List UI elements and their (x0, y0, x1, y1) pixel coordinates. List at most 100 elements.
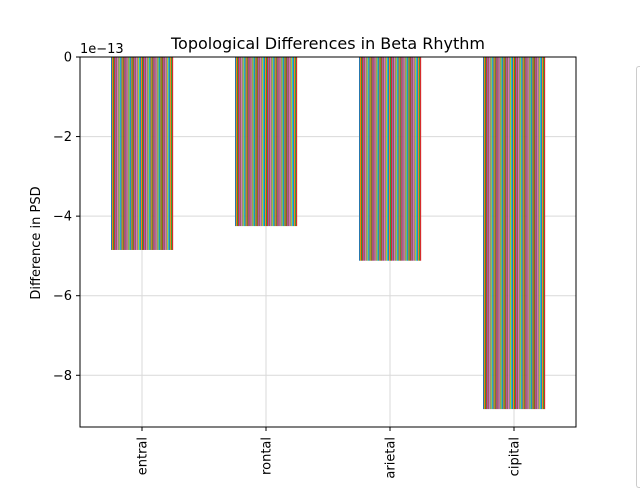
x-axis-ticks: entral rontal arietal cipital (136, 427, 523, 479)
bar (489, 57, 491, 410)
bar (111, 57, 114, 250)
bar (272, 57, 274, 227)
bar (282, 57, 284, 227)
bar (265, 57, 267, 227)
bar (511, 57, 513, 410)
bar (367, 57, 369, 261)
bar (391, 57, 394, 261)
bar (543, 57, 545, 410)
bar (163, 57, 165, 250)
bar (147, 57, 149, 250)
bar (416, 57, 418, 261)
bar (535, 57, 537, 410)
bar (398, 57, 400, 261)
bar (140, 57, 142, 250)
bar (139, 57, 141, 250)
bar (145, 57, 147, 250)
bar (413, 57, 415, 261)
bar (530, 57, 532, 410)
bar (247, 57, 249, 227)
bar (483, 57, 485, 410)
bar (245, 57, 247, 227)
y-tick-label: −8 (53, 369, 72, 384)
bar (124, 57, 126, 250)
bar (417, 57, 419, 261)
bar (420, 57, 422, 261)
bar (508, 57, 510, 410)
bar (285, 57, 287, 227)
bar (536, 57, 538, 410)
bar-group-frontal (235, 57, 298, 227)
bar (137, 57, 139, 250)
y-tick-label: −6 (53, 289, 72, 304)
x-tick-label: cipital (508, 437, 523, 476)
bar (519, 57, 521, 410)
bar (244, 57, 246, 227)
bar (291, 57, 293, 227)
x-tick-label: rontal (260, 437, 275, 475)
bar (498, 57, 500, 410)
bar (136, 57, 138, 250)
bar (373, 57, 375, 261)
bar (164, 57, 166, 250)
bar (539, 57, 541, 410)
bar (397, 57, 399, 261)
bar (369, 57, 371, 261)
bar (501, 57, 503, 410)
bar (390, 57, 393, 261)
bar (372, 57, 374, 261)
bar (273, 57, 275, 227)
bar (135, 57, 137, 250)
bar (115, 57, 117, 250)
bar (377, 57, 379, 261)
bar (158, 57, 160, 250)
bar (497, 57, 499, 410)
bar-group-occipital (483, 57, 546, 410)
bar (382, 57, 384, 261)
bar (243, 57, 245, 227)
bar (154, 57, 156, 250)
bar (295, 57, 297, 227)
bar (281, 57, 283, 227)
bar (359, 57, 362, 261)
bar (483, 57, 486, 410)
bar (363, 57, 365, 261)
bar (366, 57, 368, 261)
bar (283, 57, 285, 227)
bar (542, 57, 544, 410)
bar (393, 57, 395, 261)
bar (162, 57, 164, 250)
bar (503, 57, 505, 410)
bar (142, 57, 145, 250)
bar (510, 57, 512, 410)
bar (484, 57, 487, 410)
bar (259, 57, 261, 227)
bar (368, 57, 370, 261)
bar (286, 57, 288, 227)
bar (246, 57, 248, 227)
y-offset-text: 1e−13 (80, 42, 124, 57)
bar (263, 57, 265, 227)
bar (485, 57, 488, 410)
bar (122, 57, 124, 250)
bar (522, 57, 524, 410)
bar (269, 57, 271, 227)
bar (289, 57, 291, 227)
bar (523, 57, 525, 410)
bar (531, 57, 533, 410)
bar (255, 57, 257, 227)
bar (359, 57, 361, 261)
bar (252, 57, 254, 227)
bar (168, 57, 170, 250)
plot-frame (79, 56, 577, 428)
bar (132, 57, 134, 250)
bar (157, 57, 159, 250)
bar (376, 57, 378, 261)
bar (405, 57, 407, 261)
bar (112, 57, 115, 250)
bar (111, 57, 113, 250)
bar (524, 57, 526, 410)
bar (296, 57, 298, 227)
bar (502, 57, 504, 410)
bar (514, 57, 516, 410)
